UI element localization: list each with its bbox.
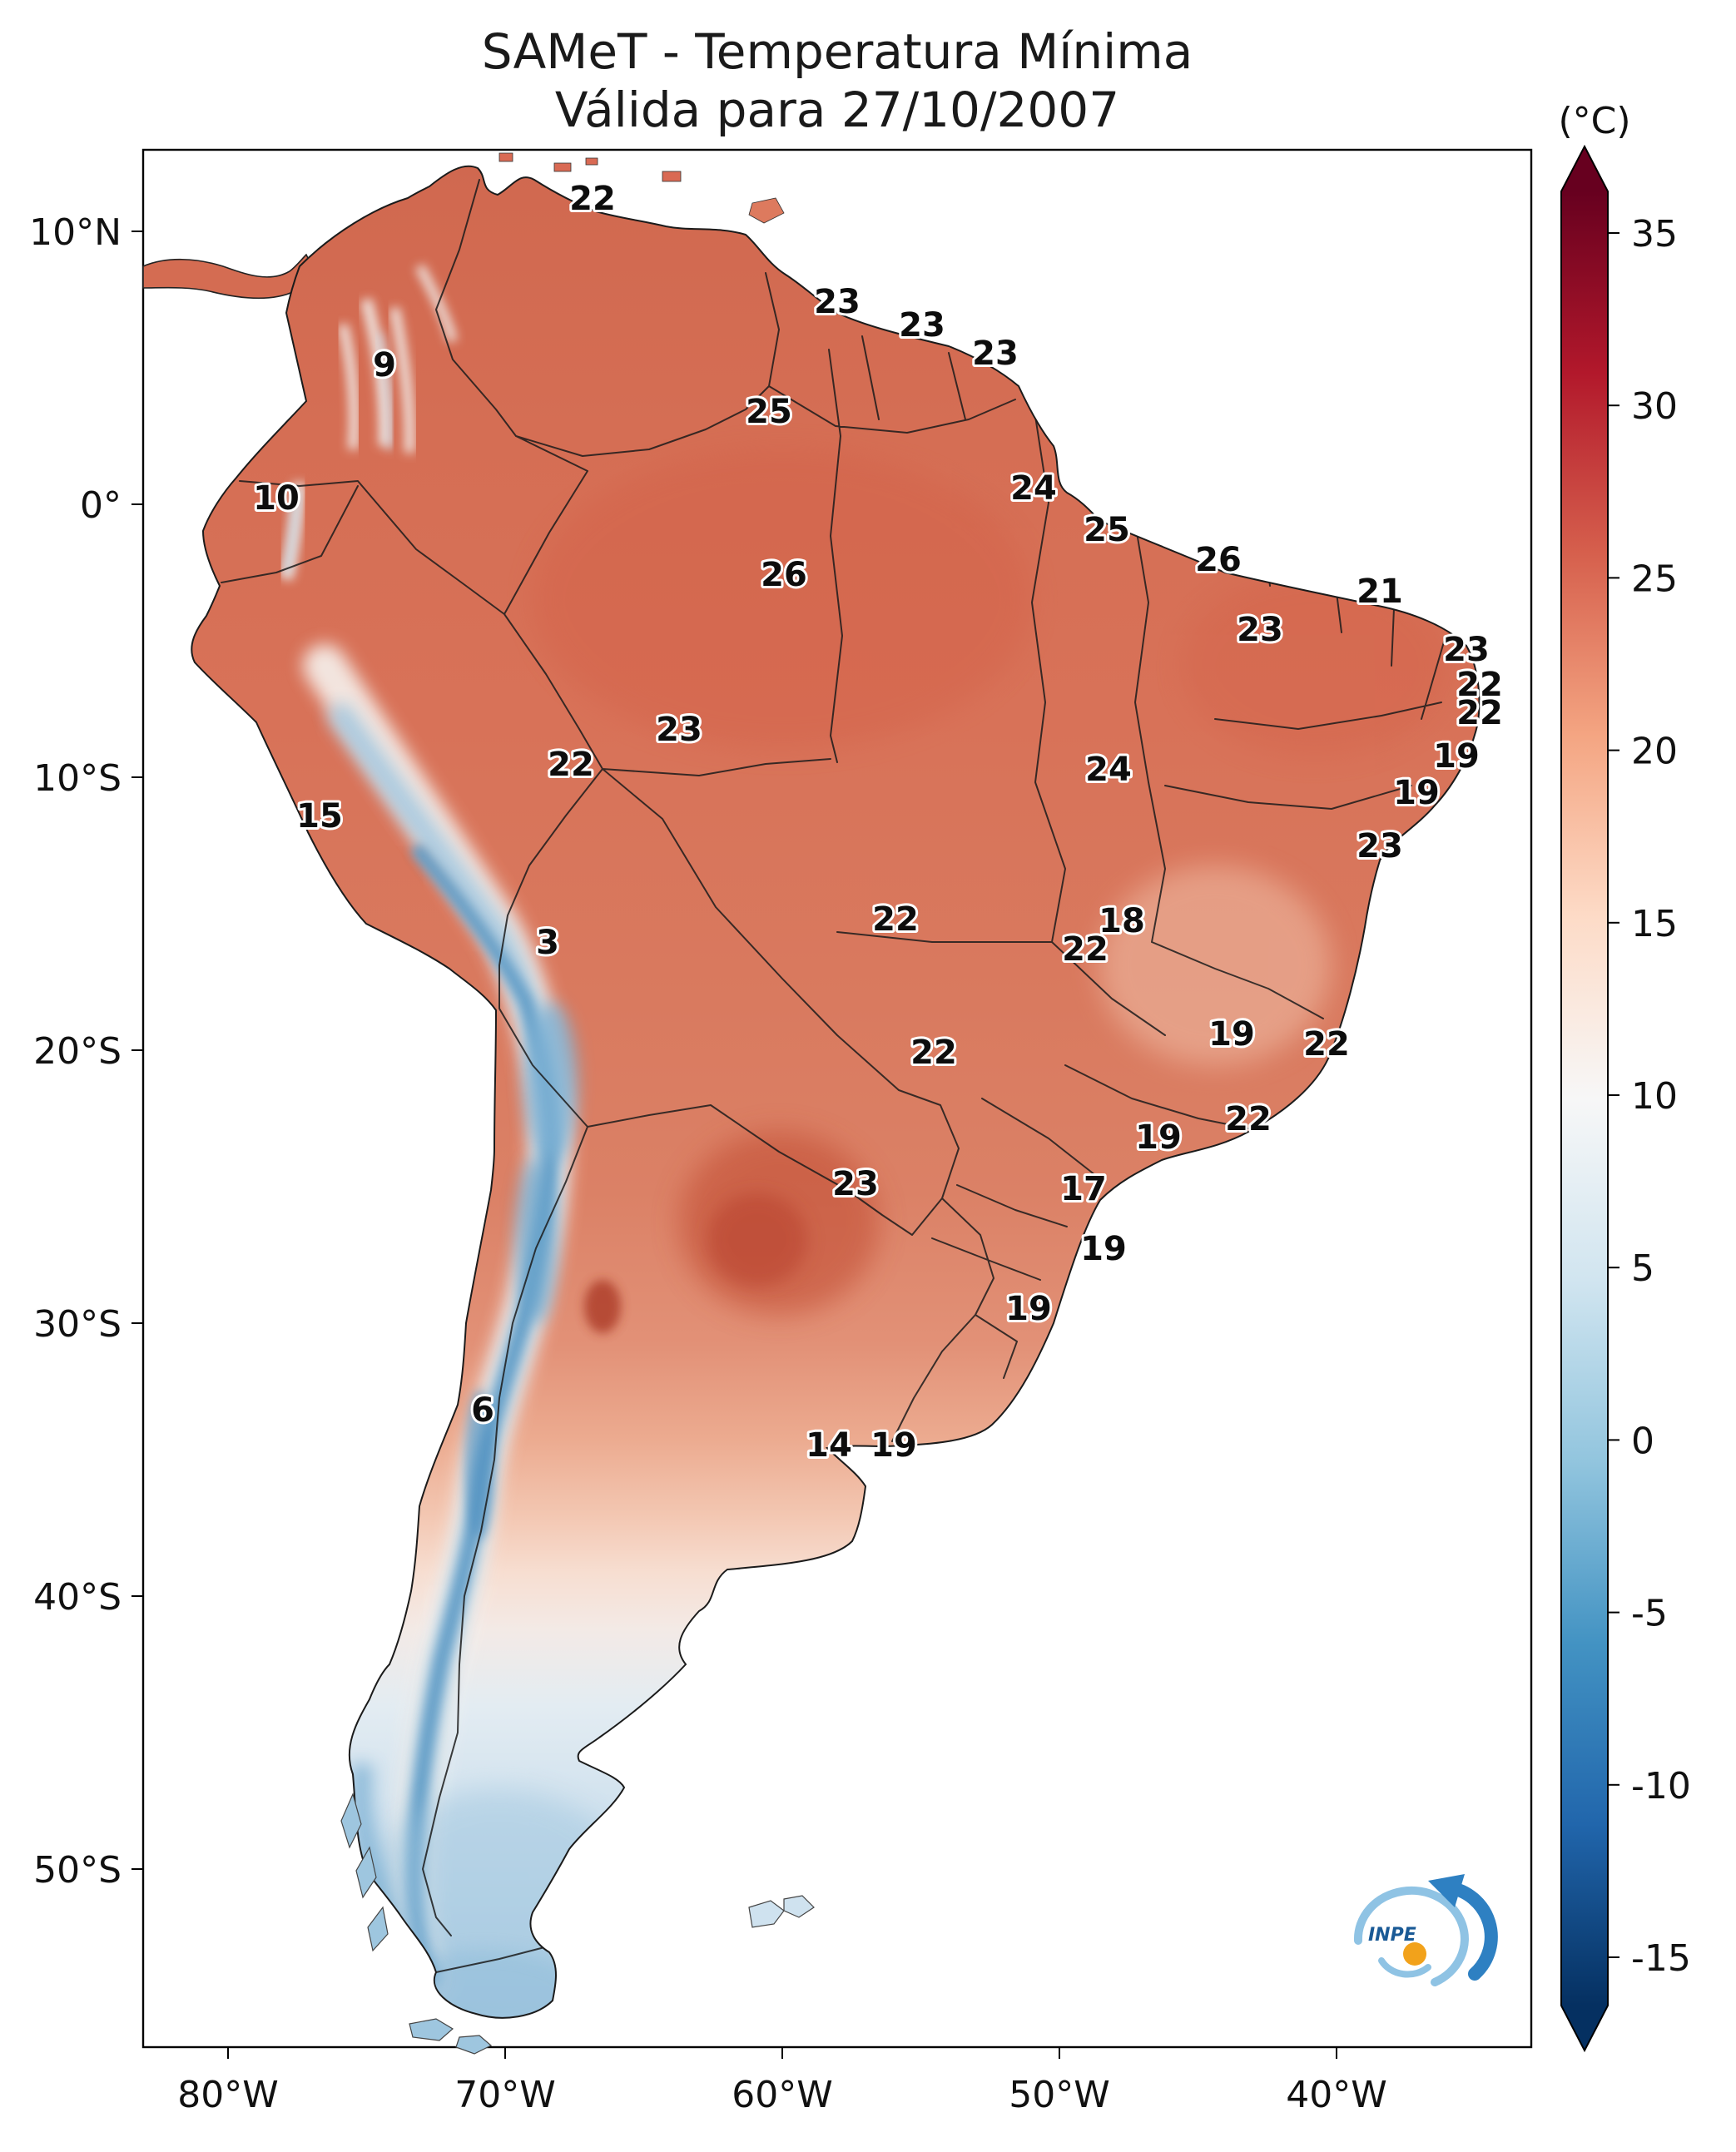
temp-label: 19	[1393, 774, 1440, 812]
temp-label: 22	[1303, 1025, 1350, 1064]
temp-label: 22	[569, 180, 616, 218]
temp-label: 19	[870, 1426, 917, 1465]
colorbar-tick-label: 35	[1631, 213, 1678, 255]
temp-label: 22	[1456, 694, 1503, 732]
lat-tick-label: 30°S	[33, 1303, 122, 1346]
temp-label: 3	[536, 924, 559, 962]
inpe-swirl	[1353, 1886, 1469, 1986]
temp-label: 26	[1195, 541, 1242, 579]
colorbar-outline	[1560, 144, 1609, 2053]
colorbar-tick-label: 5	[1631, 1247, 1654, 1290]
temp-label: 23	[656, 711, 702, 749]
colorbar-arrow-bottom	[1561, 2006, 1608, 2050]
lat-tick-label: 40°S	[33, 1576, 122, 1619]
inpe-logo: INPE	[1353, 1874, 1498, 1986]
temp-label: 24	[1085, 751, 1132, 789]
colorbar-tick-label: 15	[1631, 903, 1678, 945]
temp-label: 25	[746, 393, 792, 431]
temp-label: 9	[373, 346, 396, 384]
inpe-orange-dot	[1403, 1942, 1426, 1966]
temp-label: 21	[1357, 573, 1403, 611]
colorbar-tick-label: -5	[1631, 1593, 1668, 1635]
temp-label: 25	[1084, 511, 1130, 549]
colorbar-arrow-top	[1561, 146, 1608, 191]
colorbar-tick-label: 25	[1631, 558, 1678, 600]
temp-label: 23	[832, 1165, 879, 1203]
lon-tick-label: 80°W	[177, 2074, 279, 2116]
lat-tick-label: 50°S	[33, 1849, 122, 1892]
inpe-swirl-inner	[1378, 1957, 1431, 1978]
colorbar: (°C) 35 30 25 20 15 10 5 0 -5 -10 -15	[1558, 100, 1691, 2053]
lon-tick-label: 60°W	[732, 2074, 833, 2116]
temp-label: 23	[1357, 827, 1403, 865]
colorbar-tick-label: 0	[1631, 1420, 1654, 1462]
temp-label: 22	[910, 1034, 957, 1072]
inpe-arrowhead	[1428, 1874, 1465, 1907]
colorbar-unit-label: (°C)	[1558, 100, 1630, 142]
temp-label: 23	[972, 335, 1019, 373]
panama-landmass	[142, 253, 310, 300]
temp-label: 26	[761, 556, 807, 594]
temp-label: 19	[1135, 1118, 1182, 1157]
colorbar-tick-label: -15	[1631, 1937, 1691, 1980]
caribbean-fragments	[498, 152, 785, 224]
lon-tick-label: 40°W	[1286, 2074, 1387, 2116]
longitude-axis: 80°W 70°W 60°W 50°W 40°W	[177, 2047, 1387, 2116]
temp-label: 22	[1062, 930, 1109, 969]
temp-label: 23	[1237, 611, 1283, 649]
temp-label: 18	[1099, 902, 1145, 940]
islands	[340, 1793, 815, 2055]
falkland-islands	[748, 1900, 785, 1928]
temp-label: 17	[1060, 1170, 1107, 1208]
colorbar-tick-label: 30	[1631, 385, 1678, 428]
temp-label: 19	[1005, 1290, 1052, 1328]
temp-label: 19	[1433, 737, 1480, 776]
colorbar-tick-label: 10	[1631, 1075, 1678, 1118]
temp-label: 15	[296, 797, 343, 836]
temp-label: 19	[1208, 1015, 1255, 1054]
temp-label: 22	[872, 900, 919, 939]
temp-label: 6	[471, 1391, 494, 1430]
temp-label: 14	[806, 1426, 852, 1465]
temp-label: 10	[253, 479, 300, 518]
lat-tick-label: 20°S	[33, 1030, 122, 1073]
falkland-islands	[783, 1895, 815, 1918]
latitude-axis: 10°N 0° 10°S 20°S 30°S 40°S 50°S	[29, 211, 143, 1892]
colorbar-ticks: 35 30 25 20 15 10 5 0 -5 -10 -15	[1608, 213, 1691, 1980]
lat-tick-label: 10°S	[33, 757, 122, 800]
colorbar-tick-label: 20	[1631, 731, 1678, 773]
inpe-logo-text: INPE	[1368, 1925, 1416, 1946]
colorbar-tick-label: -10	[1631, 1765, 1691, 1807]
temp-label: 23	[814, 283, 861, 321]
temp-label: 23	[1443, 631, 1490, 669]
colorbar-gradient	[1561, 191, 1608, 2006]
temp-label: 23	[899, 306, 945, 345]
lat-tick-label: 0°	[80, 484, 122, 527]
temp-label: 22	[548, 746, 594, 784]
temp-label: 22	[1225, 1100, 1272, 1138]
figure-title-line1: SAMeT - Temperatura Mínima	[482, 23, 1193, 80]
lon-tick-label: 50°W	[1009, 2074, 1110, 2116]
lon-tick-label: 70°W	[454, 2074, 556, 2116]
lat-tick-label: 10°N	[29, 211, 122, 254]
figure-title-line2: Válida para 27/10/2007	[555, 82, 1119, 138]
temp-label: 24	[1010, 469, 1057, 508]
temp-label: 19	[1080, 1230, 1127, 1268]
temp-label: 22	[1456, 666, 1503, 704]
inpe-arrow	[1441, 1881, 1498, 1981]
